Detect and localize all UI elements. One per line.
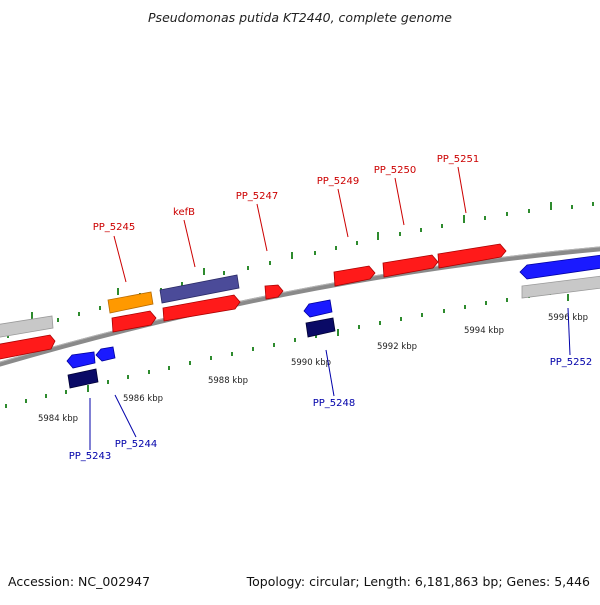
gene-feature-pp5248-upper[interactable] xyxy=(303,299,333,318)
forward-gene-labels: PP_5245 kefB PP_5247 PP_5249 PP_5250 PP_… xyxy=(93,154,480,233)
gene-feature-kefb[interactable] xyxy=(159,274,240,304)
accession-label: Accession: NC_002947 xyxy=(8,574,150,589)
backbone-track xyxy=(0,246,600,367)
label-leader-lines xyxy=(89,166,571,450)
gene-feature-gray-right[interactable] xyxy=(521,275,600,299)
gene-features xyxy=(0,243,600,389)
kbp-label-5990: 5990 kbp xyxy=(291,358,331,368)
gene-label-pp5252[interactable]: PP_5252 xyxy=(550,357,593,368)
gene-label-pp5243[interactable]: PP_5243 xyxy=(69,451,112,462)
gene-label-pp5250[interactable]: PP_5250 xyxy=(374,165,417,176)
gene-feature-red-mid[interactable] xyxy=(162,294,241,322)
reverse-gene-labels: PP_5243 PP_5244 PP_5248 PP_5252 xyxy=(69,357,593,462)
gene-feature-navy-left[interactable] xyxy=(67,368,99,389)
gene-label-pp5244[interactable]: PP_5244 xyxy=(115,439,158,450)
gene-feature-pp5245[interactable] xyxy=(111,310,157,333)
map-title: Pseudomonas putida KT2440, complete geno… xyxy=(148,10,452,25)
gene-feature-pp5251[interactable] xyxy=(437,243,507,269)
gene-label-kefb[interactable]: kefB xyxy=(173,207,195,218)
upper-tick-track xyxy=(7,202,594,338)
kbp-label-5988: 5988 kbp xyxy=(208,376,248,386)
genome-summary-label: Topology: circular; Length: 6,181,863 bp… xyxy=(246,574,590,589)
gene-label-pp5247[interactable]: PP_5247 xyxy=(236,191,279,202)
gene-feature-red-left[interactable] xyxy=(0,334,56,360)
gene-feature-pp5249[interactable] xyxy=(333,265,376,287)
gene-label-pp5251[interactable]: PP_5251 xyxy=(437,154,480,165)
gene-feature-pp5244[interactable] xyxy=(95,346,116,362)
gene-feature-pp5248[interactable] xyxy=(305,317,336,338)
gene-feature-orange[interactable] xyxy=(107,291,154,314)
kbp-label-5994: 5994 kbp xyxy=(464,326,504,336)
kbp-label-5986: 5986 kbp xyxy=(123,394,163,404)
gene-label-pp5248[interactable]: PP_5248 xyxy=(313,398,356,409)
gene-feature-gray-left[interactable] xyxy=(0,315,54,338)
kbp-label-5984: 5984 kbp xyxy=(38,414,78,424)
gene-feature-pp5252[interactable] xyxy=(519,254,600,280)
gene-label-pp5249[interactable]: PP_5249 xyxy=(317,176,360,187)
gene-feature-pp5250[interactable] xyxy=(382,254,439,278)
gene-label-pp5245[interactable]: PP_5245 xyxy=(93,222,136,233)
gene-feature-pp5243[interactable] xyxy=(66,351,96,369)
lower-tick-track xyxy=(5,285,591,408)
kbp-label-5992: 5992 kbp xyxy=(377,342,417,352)
gene-feature-pp5247[interactable] xyxy=(264,284,284,300)
